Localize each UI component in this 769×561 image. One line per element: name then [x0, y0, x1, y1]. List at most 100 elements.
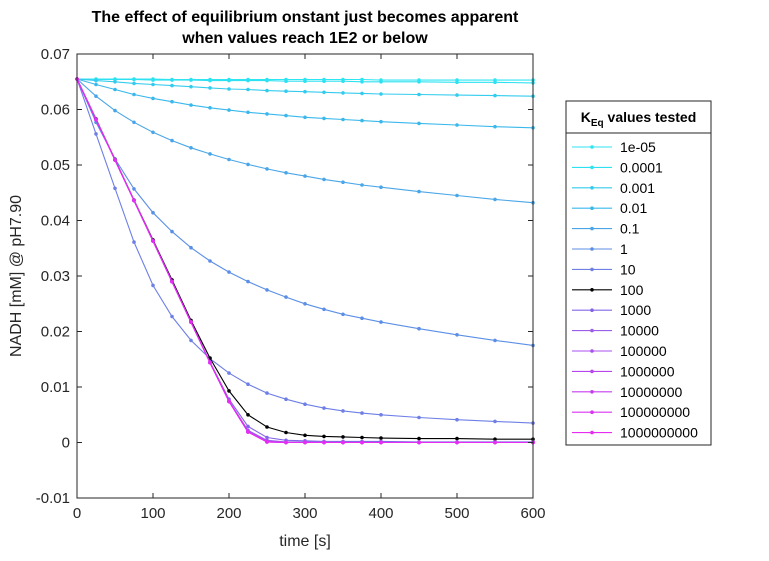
data-point [322, 79, 326, 83]
legend-label: 1000 [620, 302, 651, 318]
data-point [360, 435, 364, 440]
data-point [341, 117, 345, 122]
data-point [170, 314, 174, 319]
data-point [417, 189, 421, 194]
data-point [284, 397, 288, 402]
data-point [227, 78, 231, 83]
data-point [246, 110, 250, 115]
data-point [455, 440, 459, 445]
data-point [151, 239, 155, 243]
legend-item: 0.0001 [572, 159, 663, 175]
data-point [265, 167, 269, 171]
legend-label: 10000 [620, 323, 659, 339]
data-point [303, 433, 307, 438]
legend-label: 0.01 [620, 200, 647, 216]
y-tick-label: 0.01 [41, 379, 70, 396]
x-tick-label: 500 [444, 505, 469, 522]
data-point [379, 436, 383, 440]
data-point [417, 415, 421, 420]
data-point [379, 413, 383, 417]
data-point [265, 88, 269, 93]
legend-swatch-marker [590, 247, 594, 251]
legend-label: 10 [620, 261, 636, 277]
data-point [417, 92, 421, 97]
data-point [94, 94, 98, 98]
data-point [265, 435, 269, 440]
legend-item: 10000000 [572, 384, 683, 400]
data-point [170, 99, 174, 104]
data-point [170, 229, 174, 234]
data-point [113, 87, 117, 92]
data-point [132, 187, 136, 191]
legend-swatch-marker [590, 165, 594, 170]
data-point [208, 360, 212, 365]
data-point [379, 92, 383, 96]
data-point [113, 186, 117, 191]
data-point [265, 112, 269, 116]
data-point [170, 78, 174, 82]
data-point [113, 108, 117, 113]
legend-label: 1000000000 [620, 425, 698, 441]
data-point [455, 436, 459, 441]
data-point [303, 174, 307, 178]
legend-swatch-marker [590, 145, 594, 149]
x-axis-label: time [s] [279, 533, 331, 550]
data-point [360, 91, 364, 96]
data-point [284, 113, 288, 118]
data-point [189, 84, 193, 89]
y-tick-label: -0.01 [36, 490, 70, 507]
data-point [189, 103, 193, 107]
legend-item: 0.001 [572, 180, 655, 196]
data-point [493, 440, 497, 445]
data-point [246, 87, 250, 92]
data-point [132, 77, 136, 82]
data-point [208, 106, 212, 110]
data-point [341, 79, 345, 83]
y-tick-label: 0.05 [41, 157, 70, 174]
plot-area [77, 54, 533, 498]
data-point [455, 333, 459, 337]
legend-swatch-marker [590, 288, 594, 292]
legend-item: 10 [572, 261, 636, 277]
legend-item: 100000000 [572, 404, 690, 420]
legend-swatch-marker [590, 390, 594, 394]
data-point [360, 316, 364, 321]
data-point [189, 245, 193, 250]
data-point [322, 90, 326, 95]
data-point [322, 406, 326, 410]
data-point [360, 80, 364, 84]
legend-label: 1e-05 [620, 139, 656, 155]
series-3 [75, 77, 535, 130]
data-point [284, 89, 288, 93]
data-point [94, 82, 98, 87]
legend-title-rest: values tested [604, 109, 697, 125]
data-point [265, 425, 269, 429]
y-tick-label: 0.03 [41, 268, 70, 285]
series-14 [75, 77, 535, 445]
data-point [303, 79, 307, 83]
y-tick-label: 0.02 [41, 324, 70, 341]
legend-item: 1000 [572, 302, 651, 318]
data-point [455, 193, 459, 198]
data-point [341, 91, 345, 95]
legend-label: 1 [620, 241, 628, 257]
data-point [379, 440, 383, 445]
data-point [113, 158, 117, 162]
data-point [360, 118, 364, 123]
data-point [227, 270, 231, 274]
data-point [94, 117, 98, 122]
legend-swatch-marker [590, 328, 594, 333]
data-point [227, 389, 231, 393]
data-point [493, 124, 497, 129]
data-point [246, 430, 250, 434]
data-point [132, 92, 136, 97]
data-point [417, 440, 421, 445]
series-4 [75, 77, 535, 205]
y-tick-label: 0.04 [41, 213, 70, 230]
chart-title: The effect of equilibrium onstant just b… [92, 9, 519, 47]
data-point [303, 115, 307, 120]
data-point [265, 288, 269, 292]
data-point [379, 80, 383, 84]
data-point [265, 391, 269, 395]
